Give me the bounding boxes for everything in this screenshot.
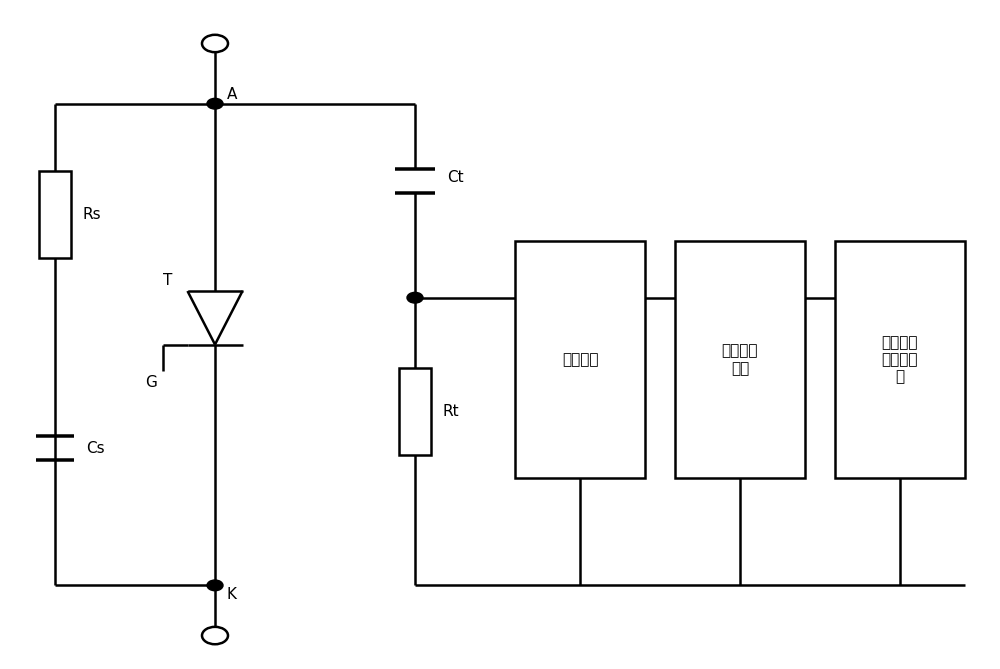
- Text: 保护模块: 保护模块: [562, 352, 598, 367]
- Circle shape: [407, 292, 423, 303]
- Text: 信号调理
模块: 信号调理 模块: [722, 343, 758, 376]
- Text: 检测及信
号发送模
块: 检测及信 号发送模 块: [882, 334, 918, 385]
- Bar: [675, 241, 805, 478]
- Text: Rs: Rs: [83, 207, 102, 221]
- Circle shape: [207, 98, 223, 109]
- Circle shape: [202, 627, 228, 644]
- Bar: [399, 368, 431, 455]
- Text: A: A: [227, 88, 237, 102]
- Circle shape: [202, 35, 228, 52]
- Circle shape: [207, 580, 223, 591]
- Text: Ct: Ct: [447, 170, 464, 185]
- Text: K: K: [227, 587, 237, 601]
- Bar: [39, 171, 71, 258]
- Bar: [515, 241, 645, 478]
- Text: T: T: [163, 273, 173, 288]
- Text: Cs: Cs: [86, 441, 105, 456]
- Text: G: G: [146, 375, 158, 389]
- Text: Rt: Rt: [443, 404, 460, 419]
- Bar: [835, 241, 965, 478]
